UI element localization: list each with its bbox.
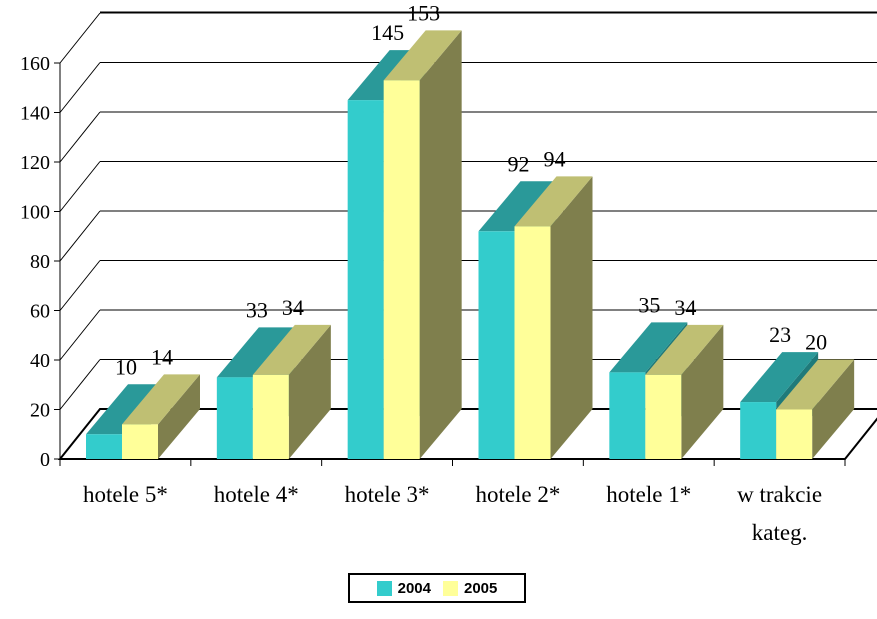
x-tick-label: kateg. [752, 520, 808, 545]
bar-top [383, 30, 462, 81]
legend-label-2005: 2005 [464, 579, 498, 597]
y-tick-label: 40 [30, 350, 50, 372]
legend-label-2004: 2004 [397, 579, 431, 597]
data-label: 20 [805, 330, 827, 355]
bar [122, 424, 158, 459]
x-tick-label: hotele 3* [345, 482, 430, 507]
y-tick-label: 20 [30, 400, 50, 422]
bar [776, 409, 813, 459]
y-tick-label: 140 [20, 103, 50, 125]
bar [252, 374, 289, 459]
y-tick-label: 80 [30, 251, 50, 273]
data-label: 153 [407, 0, 440, 25]
gridline-depth [59, 309, 101, 361]
bar-side [288, 324, 331, 459]
gridline-depth [59, 210, 101, 262]
bar-side [158, 374, 200, 459]
labels: 0 20 40 60 80 100 120 140 160 hotele 5* hotele 4* h… [20, 0, 827, 545]
bar-top [740, 352, 819, 403]
gridline-depth [59, 62, 101, 113]
data-label: 10 [115, 354, 137, 379]
x-tick-label: hotele 2* [475, 482, 560, 507]
bar-top [478, 181, 557, 232]
bar-side [550, 176, 593, 459]
bar-top [609, 322, 688, 373]
legend-swatch-2005 [443, 580, 458, 596]
bar [645, 374, 682, 459]
x-tick-label: hotele 1* [606, 482, 691, 507]
y-tick-label: 60 [30, 301, 50, 323]
data-label: 35 [638, 292, 660, 317]
bar-top [645, 324, 724, 375]
gridline-depth [59, 359, 101, 410]
gridline-depth [59, 161, 101, 212]
y-tick-label: 0 [40, 449, 50, 471]
bar [383, 80, 420, 459]
bar [347, 100, 384, 459]
gridline-depth [59, 111, 101, 163]
data-label: 34 [674, 295, 696, 320]
data-label: 92 [508, 151, 530, 176]
data-label: 145 [371, 20, 404, 45]
data-label: 14 [151, 344, 173, 369]
bar-top [86, 384, 164, 435]
bar-side [681, 324, 724, 459]
y-tick-label: 120 [20, 152, 50, 174]
legend: 2004 2005 [348, 573, 526, 603]
bar-top [122, 374, 200, 425]
x-tick-label: hotele 4* [214, 482, 299, 507]
legend-item-2005: 2005 [443, 580, 497, 597]
bar [216, 377, 253, 459]
data-label: 33 [246, 297, 268, 322]
y-tick-label: 160 [20, 53, 50, 75]
bars [86, 30, 855, 460]
x-tick-label: hotele 5* [83, 482, 168, 507]
legend-swatch-2004 [376, 580, 392, 596]
bar [740, 402, 777, 459]
data-label: 94 [544, 146, 566, 171]
bar [478, 231, 515, 459]
data-label: 23 [769, 322, 791, 347]
gridline-depth [59, 12, 101, 64]
bar [86, 434, 122, 459]
bar-side [419, 30, 462, 459]
axes [54, 62, 877, 466]
bar-top [216, 327, 295, 378]
legend-item-2004: 2004 [376, 579, 431, 597]
bar [609, 372, 646, 459]
bar-top [514, 176, 593, 227]
bar-side [812, 359, 855, 459]
bar-top [252, 324, 331, 375]
y-tick-label: 100 [20, 202, 50, 224]
x-tick-label: w trakcie [737, 482, 822, 507]
gridline-depth [59, 260, 101, 311]
data-label: 34 [282, 295, 304, 320]
bar [514, 226, 551, 459]
bar-top [776, 359, 855, 410]
